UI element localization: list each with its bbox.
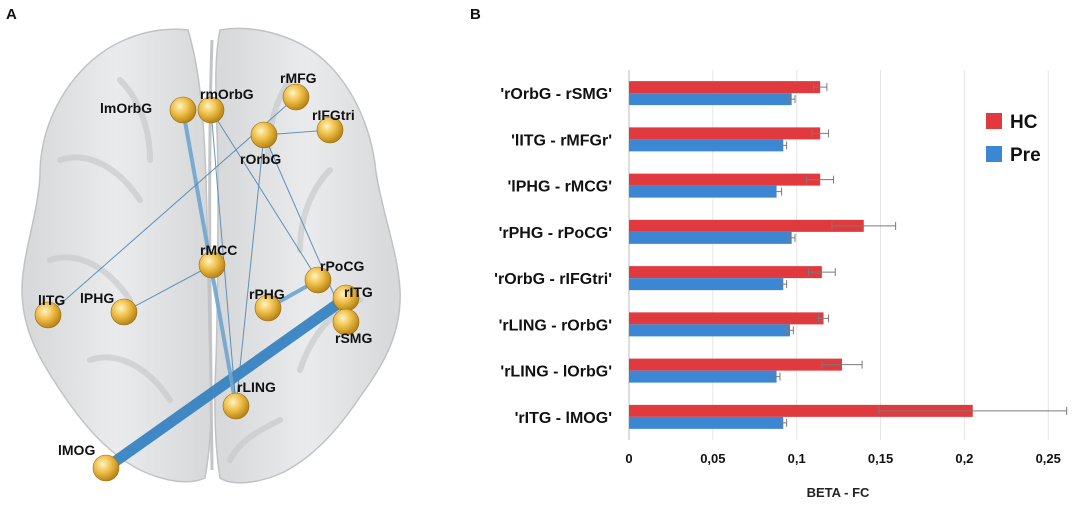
- panel-label-b: B: [470, 6, 481, 23]
- legend: HC Pre: [986, 112, 1041, 166]
- left-hemisphere: [21, 28, 212, 483]
- node-label-lMOG: lMOG: [58, 442, 95, 458]
- error-bar-pre-3: [787, 233, 796, 242]
- node-label-rOrbG: rOrbG: [240, 151, 281, 167]
- bar-pre-6: [629, 370, 777, 383]
- error-bar-pre-5: [786, 326, 794, 335]
- edge-rmOrbG-rPoCG: [210, 109, 319, 281]
- bar-hc-7: [629, 404, 973, 417]
- node-lMOG: [92, 454, 120, 482]
- node-lmOrbG: [169, 96, 197, 124]
- x-tick-label: 0,15: [868, 451, 893, 466]
- node-label-rmOrbG: rmOrbG: [200, 86, 254, 102]
- panel-label-a: A: [6, 6, 17, 23]
- bar-hc-5: [629, 312, 824, 325]
- legend-label-hc: HC: [1010, 112, 1038, 133]
- bar-hc-2: [629, 173, 821, 186]
- bar-hc-1: [629, 127, 821, 140]
- node-rMFG: [282, 83, 310, 111]
- node-rLING: [222, 392, 250, 420]
- node-label-rPoCG: rPoCG: [320, 258, 364, 274]
- category-label: 'rLING - rOrbG': [499, 317, 612, 334]
- error-bar-pre-1: [779, 141, 788, 150]
- bar-pre-5: [629, 324, 790, 337]
- node-label-rMCC: rMCC: [200, 242, 237, 258]
- error-bar-hc-4: [807, 268, 836, 277]
- bar-hc-3: [629, 219, 864, 232]
- category-label: 'rITG - lMOG': [515, 410, 612, 427]
- node-rIFGtri: [316, 116, 344, 144]
- edge-rLING-rmOrbG: [210, 109, 237, 407]
- node-rOrbG: [250, 121, 278, 149]
- error-bar-pre-6: [772, 372, 781, 381]
- node-label-rSMG: rSMG: [335, 330, 372, 346]
- category-labels: 'rOrbG - rSMG' 'lITG - rMFGr' 'lPHG - rMCG…: [494, 86, 612, 427]
- bar-pre-1: [629, 139, 784, 152]
- chart-bars: [629, 81, 1068, 429]
- x-tick-label: 0,2: [955, 451, 973, 466]
- node-rmOrbG: [197, 96, 225, 124]
- brain-nodes: lmOrbG rmOrbG rMFG rIFGtri rOrbG rMCC rPoCG rPH…: [34, 70, 373, 482]
- bar-pre-4: [629, 278, 784, 291]
- bar-pre-2: [629, 185, 777, 198]
- chart-grid: [628, 70, 1049, 440]
- edge-rOrbG-rSMG: [263, 134, 347, 323]
- category-label: 'rOrbG - rIFGtri': [494, 271, 612, 288]
- category-label: 'rOrbG - rSMG': [500, 86, 612, 103]
- x-tick-label: 0,25: [1036, 451, 1061, 466]
- error-bar-hc-5: [817, 314, 830, 323]
- node-rPHG: [254, 294, 282, 322]
- legend-swatch-hc: [986, 113, 1002, 129]
- bar-pre-7: [629, 416, 784, 429]
- error-bar-hc-2: [806, 175, 835, 184]
- bar-pre-0: [629, 93, 792, 106]
- error-bar-pre-4: [779, 280, 788, 289]
- node-label-lPHG: lPHG: [80, 290, 114, 306]
- x-tick-label: 0,05: [700, 451, 725, 466]
- category-label: 'rPHG - rPoCG': [499, 225, 612, 242]
- error-bar-hc-7: [878, 406, 1068, 415]
- error-bar-pre-0: [787, 95, 796, 104]
- bar-hc-4: [629, 266, 822, 279]
- x-tick-label: 0: [625, 451, 632, 466]
- edge-rLING-rOrbG: [235, 134, 265, 407]
- brain-connectivity-figure: lmOrbG rmOrbG rMFG rIFGtri rOrbG rMCC rPoCG rPH…: [21, 27, 401, 484]
- edge-lPHG-rMCC: [123, 264, 213, 313]
- category-label: 'rLING - lOrbG': [500, 364, 612, 381]
- legend-swatch-pre: [986, 146, 1002, 162]
- node-rMCC: [198, 251, 226, 279]
- error-bar-hc-3: [831, 221, 897, 230]
- legend-label-pre: Pre: [1010, 145, 1041, 166]
- error-bar-pre-2: [771, 187, 783, 196]
- node-lPHG: [110, 298, 138, 326]
- category-label: 'lITG - rMFGr': [511, 132, 612, 149]
- x-tick-label: 0,1: [788, 451, 806, 466]
- node-label-lmOrbG: lmOrbG: [100, 100, 152, 116]
- node-label-rPHG: rPHG: [249, 286, 285, 302]
- bar-hc-6: [629, 358, 842, 371]
- error-bar-hc-0: [812, 83, 828, 92]
- node-label-rLING: rLING: [237, 379, 276, 395]
- node-label-rIFGtri: rIFGtri: [312, 107, 355, 123]
- category-label: 'lPHG - rMCG': [508, 179, 613, 196]
- error-bar-pre-7: [779, 418, 788, 427]
- node-label-rITG: rITG: [344, 284, 373, 300]
- bar-hc-0: [629, 81, 821, 94]
- node-lITG: [34, 301, 62, 329]
- edge-rITG-lMOG: [100, 292, 352, 474]
- node-label-rMFG: rMFG: [280, 70, 317, 86]
- node-rSMG: [332, 308, 360, 336]
- x-axis-title: BETA - FC: [807, 485, 870, 500]
- node-rPoCG: [304, 266, 332, 294]
- bar-pre-3: [629, 231, 792, 244]
- node-label-lITG: lITG: [38, 292, 65, 308]
- midline-fissure: [208, 39, 214, 471]
- error-bar-hc-1: [811, 129, 830, 138]
- error-bar-hc-6: [821, 360, 863, 369]
- x-tick-labels: 0 0,05 0,1 0,15 0,2 0,25: [625, 451, 1061, 466]
